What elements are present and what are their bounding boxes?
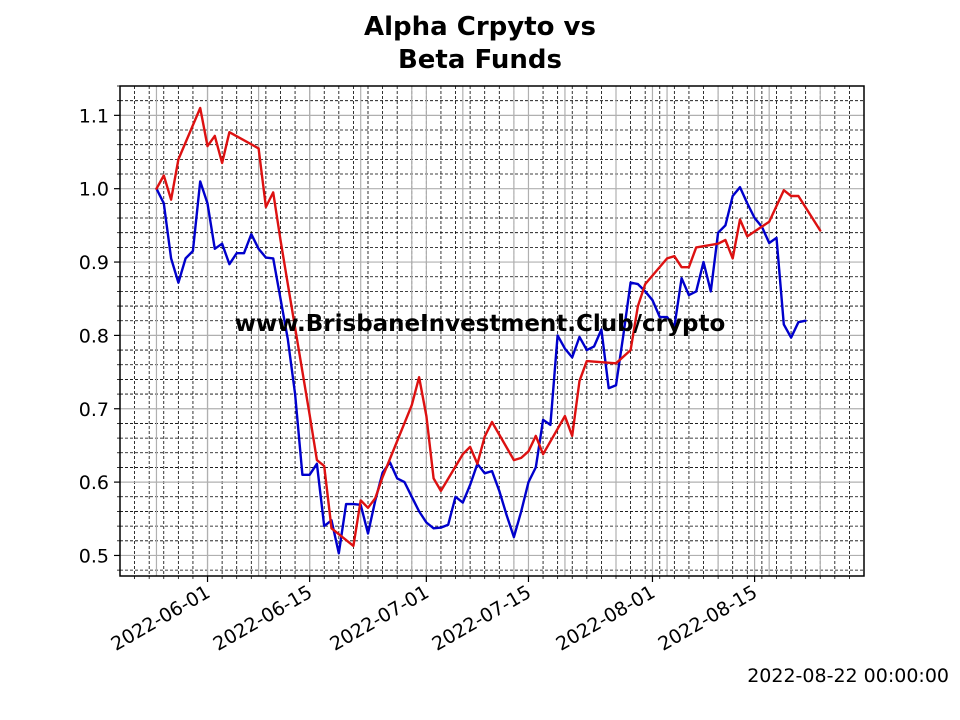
tick-layer (114, 85, 850, 582)
x-tick-label: 2022-06-01 (107, 581, 214, 655)
plot-frame (119, 85, 865, 577)
x-tick-label: 2022-06-15 (210, 581, 317, 655)
y-tick-labels: 0.5 0.6 0.7 0.8 0.9 1.0 1.1 (79, 105, 109, 567)
watermark-text: www.BrisbaneInvestment.Club/crypto (235, 311, 726, 337)
grid-layer (120, 85, 864, 576)
series-line-1 (155, 180, 807, 555)
x-tick-label: 2022-07-15 (428, 581, 535, 655)
y-tick-label: 0.7 (79, 399, 109, 421)
series-layer (155, 106, 822, 555)
y-tick-label: 0.9 (79, 252, 109, 274)
x-tick-label: 2022-07-01 (326, 581, 433, 655)
chart-title-line-2: Beta Funds (398, 45, 562, 75)
y-tick-label: 0.5 (79, 545, 109, 567)
footer-timestamp: 2022-08-22 00:00:00 (747, 665, 949, 687)
series-line-2 (155, 106, 822, 548)
y-tick-label: 1.0 (79, 179, 109, 201)
y-tick-label: 0.6 (79, 472, 109, 494)
y-tick-label: 0.8 (79, 325, 109, 347)
x-tick-label: 2022-08-01 (552, 581, 659, 655)
chart-title-line-1: Alpha Crpyto vs (364, 12, 596, 42)
x-tick-label: 2022-08-15 (654, 581, 761, 655)
y-tick-label: 1.1 (79, 105, 109, 127)
